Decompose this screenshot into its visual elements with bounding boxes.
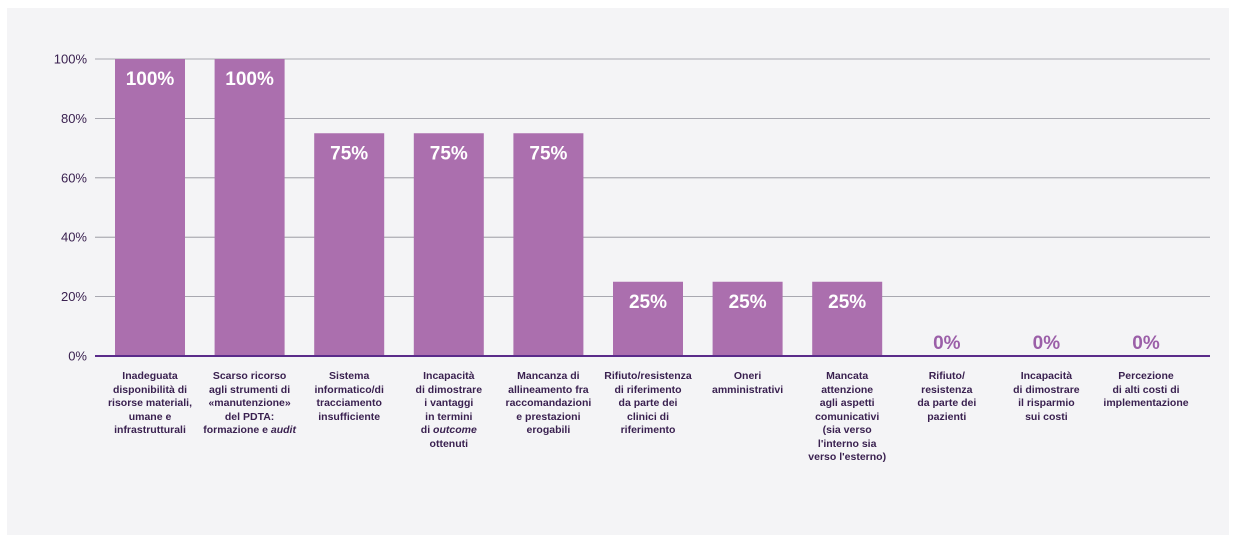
chart-panel: 0% 20% 40% 60% 80% 100% 100% 100% 75% 75% 75% 25% 25… — [7, 8, 1229, 535]
x-tick-label: Percezione di alti costi di implementazi… — [1103, 370, 1189, 409]
y-tick-label: 20% — [61, 289, 87, 304]
x-tick-label: Mancata attenzione agli aspetti comunica… — [808, 370, 887, 463]
y-tick-label: 80% — [61, 111, 87, 126]
x-tick-label: Sistema informatico/di tracciamento insu… — [314, 370, 384, 423]
bar — [613, 281, 683, 356]
y-tick-label: 40% — [61, 230, 87, 245]
y-tick-label: 100% — [54, 52, 88, 67]
data-label: 75% — [430, 143, 468, 164]
y-tick-label: 0% — [68, 349, 87, 364]
y-tick-label: 60% — [61, 170, 87, 185]
x-tick-label: Incapacità di dimostrare il risparmio su… — [1013, 370, 1080, 423]
data-label: 100% — [126, 69, 175, 90]
data-label: 0% — [1033, 333, 1061, 354]
data-label: 100% — [225, 69, 274, 90]
x-tick-label: Incapacità di dimostrare i vantaggi in t… — [415, 370, 483, 450]
x-tick-label: Rifiuto/resistenza di riferimento da par… — [604, 370, 692, 436]
bar — [413, 133, 484, 356]
x-tick-label: Inadeguata disponibilità di risorse mate… — [107, 370, 193, 436]
data-label: 75% — [330, 143, 368, 164]
data-label: 75% — [529, 143, 567, 164]
data-label: 0% — [933, 333, 961, 354]
data-label: 25% — [629, 292, 667, 313]
bar — [214, 59, 285, 356]
bar — [513, 133, 584, 356]
bar — [314, 133, 385, 356]
data-label: 25% — [828, 292, 866, 313]
x-tick-label: Rifiuto/ resistenza da parte dei pazient… — [917, 370, 977, 423]
bar — [115, 59, 185, 356]
x-tick-label: Scarso ricorso agli strumenti di «manute… — [203, 370, 296, 436]
bar — [712, 281, 783, 356]
bar-chart: 0% 20% 40% 60% 80% 100% 100% 100% 75% 75% 75% 25% 25… — [54, 52, 1210, 364]
data-label: 25% — [729, 292, 767, 313]
x-tick-label: Oneri amministrativi — [711, 370, 784, 396]
bar — [812, 281, 883, 356]
data-label: 0% — [1132, 333, 1160, 354]
x-tick-label: Mancanza di allineamento fra raccomandaz… — [505, 370, 592, 436]
